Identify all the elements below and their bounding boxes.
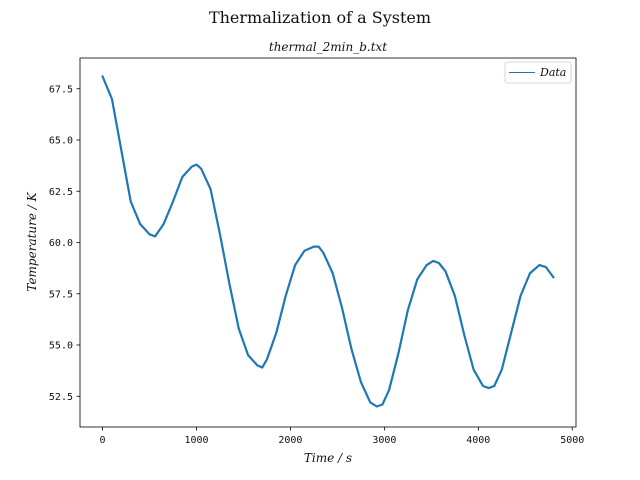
- plot-area: [101, 75, 555, 408]
- series-line-data: [101, 75, 555, 408]
- y-axis-label: Temperature / K: [25, 191, 39, 291]
- x-tick-label: 1000: [184, 435, 208, 446]
- y-axis: 52.5 55.0 57.5 60.0 62.5 65.0 67.5: [49, 84, 80, 403]
- x-axis: 0 1000 2000 3000 4000 5000: [100, 427, 584, 446]
- chart-subtitle: thermal_2min_b.txt: [269, 40, 387, 54]
- legend-label-data: Data: [539, 66, 566, 79]
- chart-title: Thermalization of a System: [209, 8, 431, 27]
- y-tick-label: 65.0: [49, 136, 73, 147]
- y-tick-label: 55.0: [49, 341, 73, 352]
- y-tick-label: 62.5: [49, 187, 73, 198]
- x-tick-label: 3000: [372, 435, 396, 446]
- x-tick-label: 4000: [466, 435, 490, 446]
- y-tick-label: 57.5: [49, 289, 73, 300]
- y-tick-label: 67.5: [49, 84, 73, 95]
- legend-box: [504, 61, 572, 84]
- x-axis-label: Time / s: [304, 451, 352, 465]
- x-tick-label: 2000: [278, 435, 302, 446]
- legend: Data: [504, 61, 572, 84]
- x-tick-label: 5000: [560, 435, 584, 446]
- x-tick-label: 0: [100, 435, 106, 446]
- y-tick-label: 60.0: [49, 238, 73, 249]
- y-tick-label: 52.5: [49, 392, 73, 403]
